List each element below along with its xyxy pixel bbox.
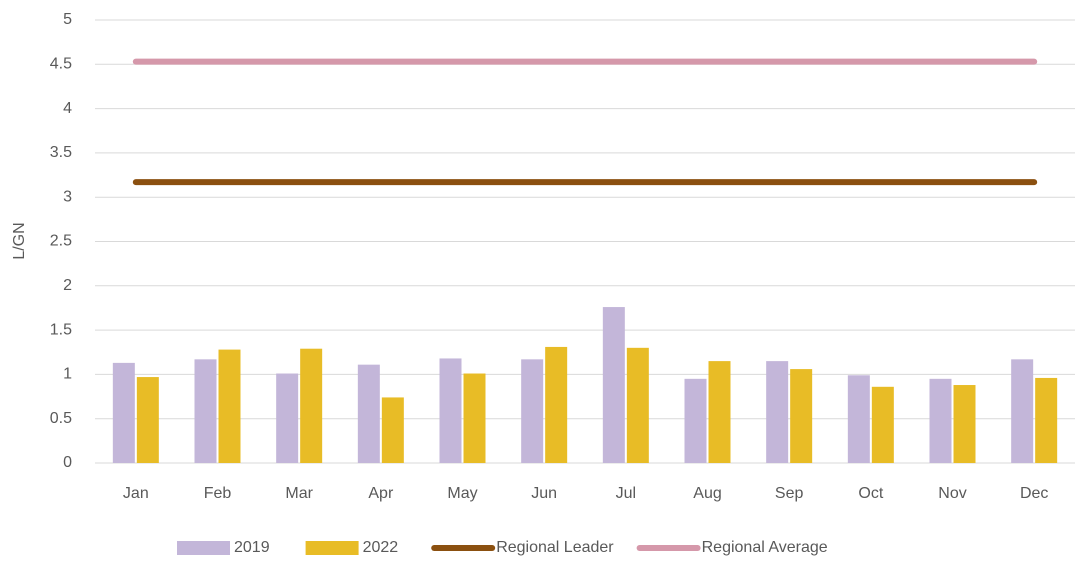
y-tick-label: 1: [63, 366, 72, 383]
bar: [112, 362, 135, 463]
y-tick-label: 0.5: [50, 410, 72, 427]
bar: [381, 397, 404, 463]
x-tick-label: Feb: [204, 485, 232, 502]
x-tick-label: May: [447, 485, 477, 502]
bar: [790, 369, 813, 463]
legend-label: 2022: [363, 539, 399, 556]
bar: [847, 375, 870, 463]
y-tick-label: 3.5: [50, 144, 72, 161]
x-tick-label: Sep: [775, 485, 804, 502]
bar: [218, 349, 241, 463]
bar: [300, 348, 323, 463]
legend-label: Regional Leader: [496, 539, 614, 556]
bar: [357, 364, 380, 463]
legend-swatch: [305, 541, 359, 555]
legend-swatch: [177, 541, 230, 555]
x-tick-label: Jul: [616, 485, 636, 502]
y-tick-label: 3: [63, 188, 72, 205]
x-tick-label: Aug: [693, 485, 721, 502]
bar: [521, 359, 544, 463]
x-tick-label: Mar: [285, 485, 313, 502]
legend-label: Regional Average: [702, 539, 828, 556]
bar: [708, 361, 731, 463]
x-tick-label: Nov: [938, 485, 966, 502]
bar: [1011, 359, 1034, 463]
x-tick-label: Jun: [531, 485, 557, 502]
y-tick-label: 5: [63, 11, 72, 28]
bar: [463, 373, 486, 463]
bar: [684, 378, 707, 463]
bar: [136, 377, 159, 463]
bar: [276, 373, 299, 463]
y-tick-label: 1.5: [50, 321, 72, 338]
bar: [929, 378, 952, 463]
x-tick-label: Oct: [858, 485, 883, 502]
bar: [766, 361, 789, 463]
bar: [602, 307, 625, 463]
y-tick-label: 0: [63, 454, 72, 471]
y-tick-label: 2: [63, 277, 72, 294]
y-tick-label: 4.5: [50, 56, 72, 73]
bar: [1035, 377, 1058, 463]
bar: [626, 347, 649, 463]
y-axis-label: L/GN: [11, 222, 28, 259]
x-tick-label: Jan: [123, 485, 149, 502]
y-tick-label: 4: [63, 100, 72, 117]
bar: [953, 385, 976, 463]
bar: [194, 359, 217, 463]
y-tick-label: 2.5: [50, 233, 72, 250]
legend-label: 2019: [234, 539, 270, 556]
bar: [545, 346, 568, 463]
x-tick-label: Dec: [1020, 485, 1048, 502]
x-tick-label: Apr: [368, 485, 394, 502]
bar: [871, 386, 894, 463]
bar: [439, 358, 462, 463]
